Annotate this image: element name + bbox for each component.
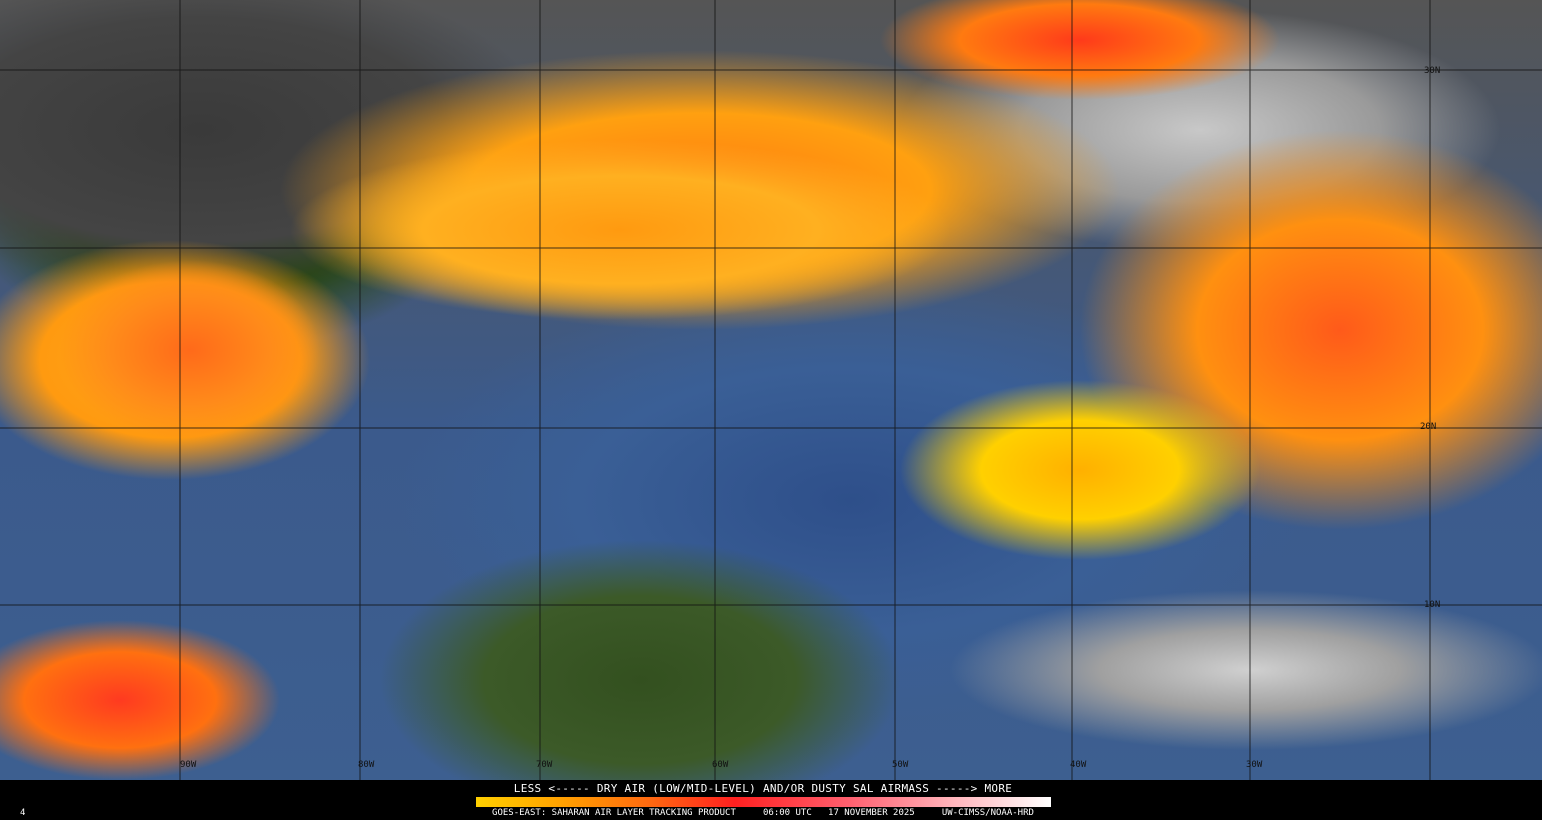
lon-label: 60W (712, 760, 729, 770)
product-name: GOES-EAST: SAHARAN AIR LAYER TRACKING PR… (492, 808, 736, 818)
color-scale-bar (476, 797, 1051, 807)
satellite-image-saharan-air-layer: 30N 20N 10N 90W 80W 70W 60W 50W 40W 30W (0, 0, 1542, 780)
legend-title: LESS <----- DRY AIR (LOW/MID-LEVEL) AND/… (513, 782, 1013, 795)
lat-lon-grid (0, 0, 1542, 780)
observation-time: 06:00 UTC (762, 808, 812, 818)
product-footer: GOES-EAST: SAHARAN AIR LAYER TRACKING PR… (0, 808, 1526, 818)
credit: UW-CIMSS/NOAA-HRD (941, 808, 1034, 818)
lon-label: 50W (892, 760, 909, 770)
lat-label: 10N (1424, 600, 1441, 610)
observation-date: 17 NOVEMBER 2025 (828, 808, 915, 818)
frame-number: 4 (20, 808, 26, 818)
lon-label: 80W (358, 760, 375, 770)
lon-label: 90W (180, 760, 197, 770)
lat-label: 30N (1424, 66, 1441, 76)
lon-label: 30W (1246, 760, 1263, 770)
lat-label: 20N (1420, 422, 1437, 432)
lon-label: 70W (536, 760, 553, 770)
lon-label: 40W (1070, 760, 1087, 770)
